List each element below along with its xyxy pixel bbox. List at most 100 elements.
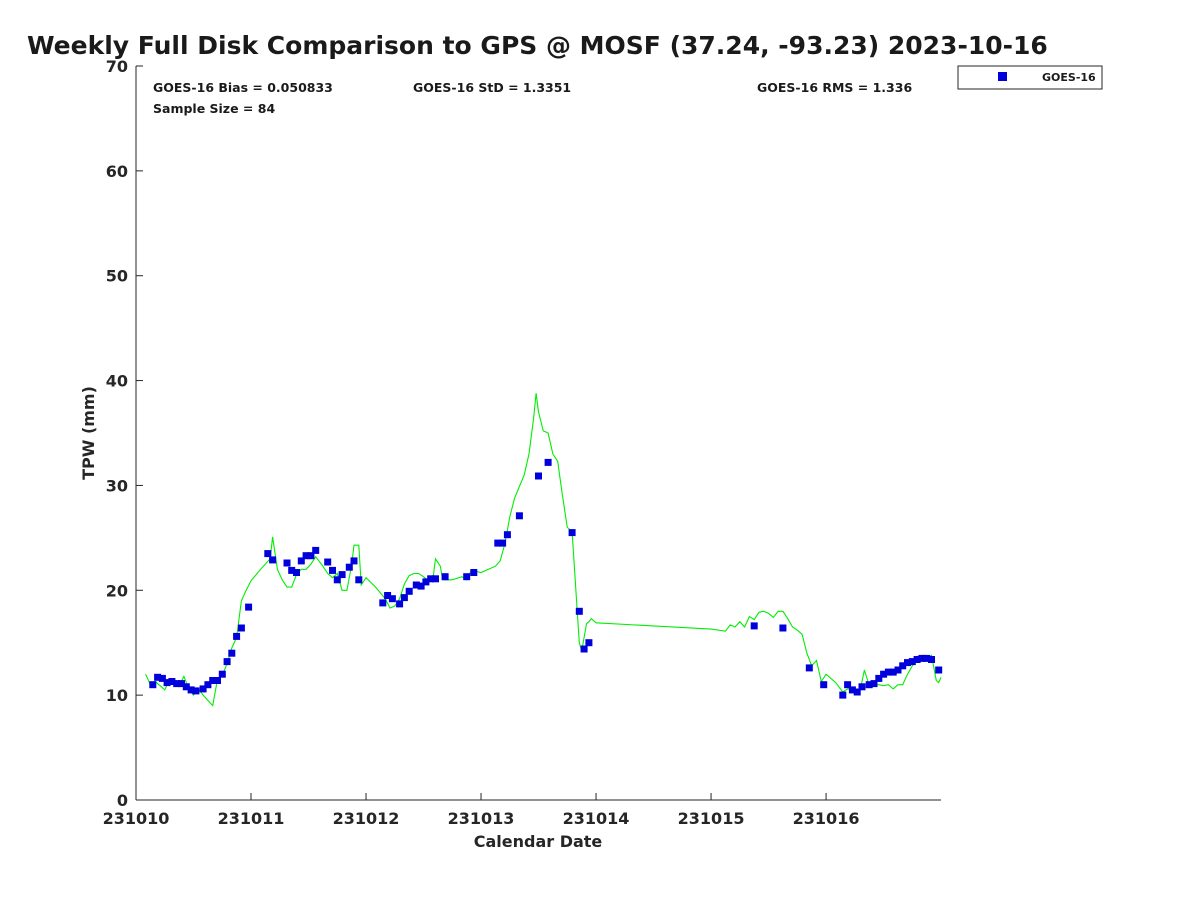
goes16-point xyxy=(396,600,404,608)
legend-box xyxy=(957,65,1103,90)
goes16-point xyxy=(839,691,847,699)
goes16-point xyxy=(412,581,420,589)
goes16-point xyxy=(350,557,358,565)
gps-reference-line xyxy=(145,393,942,707)
goes16-point xyxy=(388,595,396,603)
y-axis-label: TPW (mm) xyxy=(79,386,98,480)
x-tick-label: 231010 xyxy=(103,809,170,828)
x-tick-label: 231013 xyxy=(448,809,515,828)
goes16-point xyxy=(307,552,315,560)
goes16-point xyxy=(345,563,353,571)
goes16-point xyxy=(805,664,813,672)
goes16-point xyxy=(338,571,346,579)
goes16-point xyxy=(820,681,828,689)
goes16-point xyxy=(515,512,523,520)
x-tick-label: 231016 xyxy=(793,809,860,828)
x-tick-label: 231015 xyxy=(678,809,745,828)
y-tick-label: 0 xyxy=(117,791,128,810)
y-tick-label: 70 xyxy=(106,57,128,76)
goes16-point xyxy=(580,645,588,653)
goes16-point xyxy=(417,582,425,590)
goes16-point xyxy=(182,683,190,691)
goes16-point xyxy=(245,603,253,611)
y-tick-label: 40 xyxy=(106,372,128,391)
y-tick-label: 30 xyxy=(106,476,128,495)
goes16-point xyxy=(750,622,758,630)
goes16-point xyxy=(400,594,408,602)
goes16-point xyxy=(405,587,413,595)
goes16-point xyxy=(427,575,435,583)
y-tick-label: 50 xyxy=(106,267,128,286)
goes16-point xyxy=(173,680,181,688)
legend-marker-goes16 xyxy=(998,72,1007,81)
y-tick-label: 60 xyxy=(106,162,128,181)
goes16-point xyxy=(283,559,291,567)
goes16-point xyxy=(908,658,916,666)
goes16-point xyxy=(168,678,176,685)
goes16-point xyxy=(870,680,878,688)
goes16-point xyxy=(288,566,296,574)
goes16-point xyxy=(223,658,231,666)
goes16-point xyxy=(848,686,856,694)
goes16-point xyxy=(935,666,943,674)
goes16-point xyxy=(178,680,185,688)
goes16-point xyxy=(192,687,200,695)
goes16-point xyxy=(865,681,873,689)
x-tick-label: 231011 xyxy=(218,809,285,828)
goes16-point xyxy=(329,566,336,574)
legend-label-goes16: GOES-16 xyxy=(1042,71,1096,84)
goes16-point xyxy=(163,679,171,687)
goes16-point xyxy=(494,539,502,547)
goes16-point xyxy=(585,639,593,647)
goes16-point xyxy=(384,592,392,599)
goes16-point xyxy=(199,685,207,693)
goes16-point xyxy=(894,666,902,674)
goes16-point xyxy=(355,576,363,584)
y-tick-label: 20 xyxy=(106,581,128,600)
chart-title: Weekly Full Disk Comparison to GPS @ MOS… xyxy=(27,31,1048,60)
x-tick-label: 231012 xyxy=(333,809,400,828)
goes16-point xyxy=(154,673,162,681)
goes16-point xyxy=(324,558,332,566)
goes16-point xyxy=(923,654,931,662)
goes16-point xyxy=(293,569,300,576)
x-tick-label: 231014 xyxy=(563,809,630,828)
goes16-point xyxy=(233,632,241,640)
goes16-point xyxy=(880,670,888,678)
goes16-point xyxy=(918,654,926,662)
goes16-point xyxy=(264,550,272,558)
goes16-point xyxy=(884,668,892,676)
plot-area: 0 10 20 30 40 50 60 70 231010 231011 231012 231013 2… xyxy=(103,57,943,828)
bias-stat: GOES-16 Bias = 0.050833 xyxy=(153,80,333,95)
goes16-point xyxy=(858,683,866,691)
goes16-point xyxy=(149,681,157,689)
goes16-point xyxy=(228,649,236,657)
goes16-point xyxy=(302,552,310,560)
goes16-point xyxy=(889,668,897,676)
goes16-point xyxy=(214,677,221,684)
goes16-point xyxy=(158,674,166,682)
goes16-point xyxy=(422,578,430,586)
goes16-point xyxy=(544,458,552,466)
goes16-point xyxy=(237,624,245,632)
goes16-point xyxy=(379,599,387,607)
goes16-point xyxy=(432,575,439,583)
goes16-point xyxy=(499,539,507,547)
goes16-point xyxy=(441,573,449,581)
goes16-point xyxy=(904,659,911,667)
goes16-point xyxy=(928,656,935,663)
goes16-point xyxy=(269,556,277,564)
goes16-point xyxy=(204,681,212,689)
goes16-point xyxy=(568,529,576,537)
goes16-point xyxy=(875,674,883,682)
goes16-point xyxy=(575,607,583,615)
goes16-point xyxy=(218,670,226,678)
goes16-point xyxy=(779,624,787,632)
goes16-point xyxy=(209,677,217,684)
goes16-point xyxy=(535,472,542,480)
rms-stat: GOES-16 RMS = 1.336 xyxy=(757,80,912,95)
goes16-point xyxy=(297,557,305,565)
goes16-point xyxy=(844,681,852,689)
goes16-point xyxy=(187,686,195,694)
goes16-point xyxy=(333,576,341,584)
